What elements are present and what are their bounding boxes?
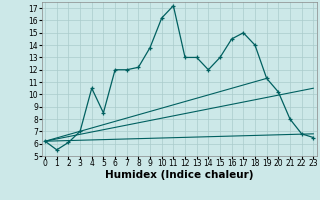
- X-axis label: Humidex (Indice chaleur): Humidex (Indice chaleur): [105, 170, 253, 180]
